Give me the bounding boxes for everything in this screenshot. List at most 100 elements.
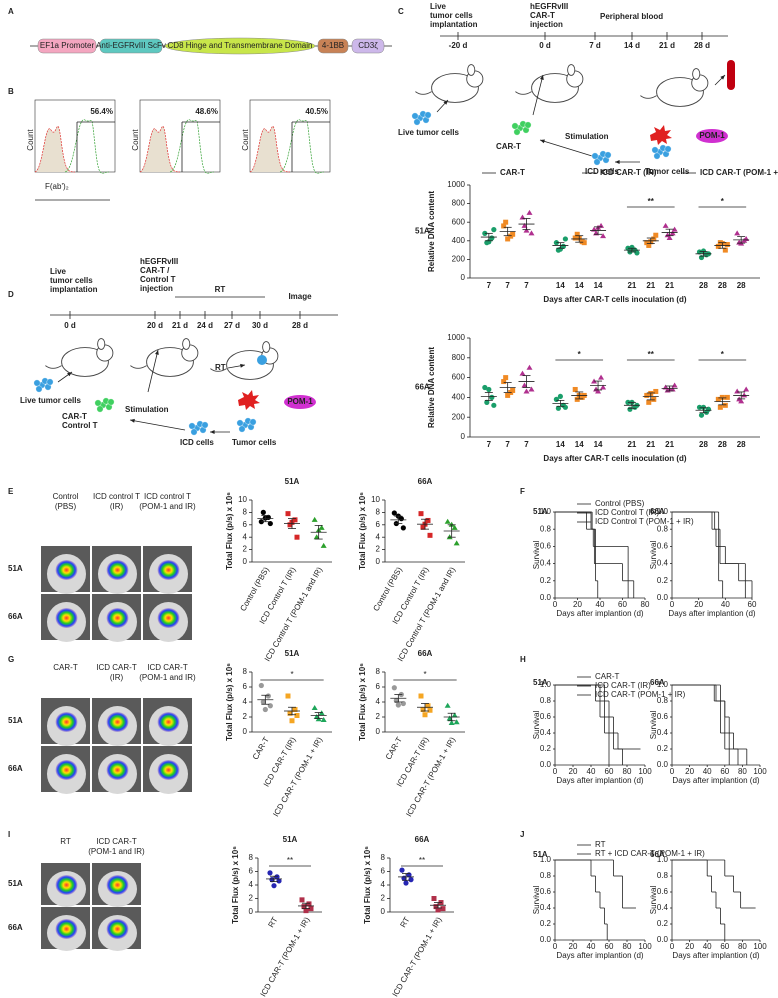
data-point [715,243,721,249]
data-point [510,231,516,237]
y-tick-label: 0.2 [657,576,669,585]
x-tick-label: 7 [505,281,510,290]
y-tick-label: 0.4 [657,728,669,737]
data-point [666,235,673,241]
y-tick-label: 0.2 [540,744,552,753]
y-axis-title: Total Flux (p/s) x 10⁶ [358,663,367,741]
x-tick-label: CAR-T [251,735,271,761]
percentage: 56.4% [90,107,113,116]
timeline-label: 24 d [197,321,213,330]
legend-label: CAR-T [500,168,525,177]
significance-label: ** [287,856,293,865]
x-tick-label: 20 [685,942,694,951]
construct-label: CD8 Hinge and Transmembrane Domain [168,41,313,50]
data-point [433,904,439,910]
chart-title: 51A [415,227,430,236]
row-label: 51A [8,879,23,888]
data-point [395,702,401,708]
x-tick-label: 28 [699,440,708,449]
y-tick-label: 6 [381,867,386,876]
y-axis-title: Survival [532,541,541,570]
data-point [600,384,607,390]
data-point [271,883,277,889]
y-tick-label: 0.8 [540,871,552,880]
arrow-head [615,160,620,164]
timeline-event: Control T [140,275,176,284]
data-point [453,719,460,725]
chart-title: 51A [533,850,548,859]
timeline-event: Peripheral blood [600,12,663,21]
data-point [260,509,266,515]
column-header: (POM-1 and IR) [139,502,196,511]
data-point [669,230,676,236]
x-tick-label: 28 [718,440,727,449]
data-point [698,412,705,418]
data-point [260,699,266,705]
x-axis-title: Days after implantion (d) [672,776,759,785]
y-axis-title: Survival [649,541,658,570]
y-tick-label: 2 [381,894,386,903]
data-point [696,249,703,255]
bli-signal [55,608,78,628]
x-tick-label: 20 [573,600,582,609]
x-tick-label: 80 [738,942,747,951]
x-tick-label: 14 [594,440,603,449]
pom-label: POM-1 [287,397,313,406]
x-tick-label: 7 [505,440,510,449]
legend-label: Control (PBS) [595,499,645,508]
arrow-head [210,430,215,434]
mouse-tail [415,91,432,95]
y-tick-label: 1000 [447,180,465,189]
y-tick-label: 0.0 [657,760,669,769]
arrow-head [67,372,72,377]
column-header: CAR-T [53,663,78,672]
data-point [651,236,657,242]
data-point [505,236,511,242]
cell-icon [107,398,115,406]
x-tick-label: RT + ICD CAR-T (POM-1 + IR) [249,915,312,998]
y-tick-label: 800 [452,353,466,362]
mouse-icon [515,64,584,103]
y-tick-label: 0.6 [657,887,669,896]
mouse-icon [210,341,279,380]
x-tick-label: ICD CAR-T (POM-1 + IR) [404,735,457,818]
mouse-icon [415,64,484,103]
x-tick-label: 0 [553,942,558,951]
y-tick-label: 0.0 [657,593,669,602]
diagram-label: Stimulation [565,132,609,141]
data-point [521,382,528,388]
data-point [391,685,397,691]
cell-icon [591,152,599,160]
panel-letter: G [8,655,14,664]
cell-icon [46,378,54,386]
arrow-head [130,418,135,423]
timeline-label: 21 d [172,321,188,330]
timeline-label: 28 d [292,321,308,330]
diagram-label: CAR-T [496,142,521,151]
data-point [562,404,568,410]
legend-label: RT [595,840,606,849]
data-point [501,223,507,229]
row-label: 51A [8,716,23,725]
y-tick-label: 0.2 [540,919,552,928]
y-axis-title: Survival [649,886,658,915]
timeline-event: Image [288,292,312,301]
cell-icon [664,145,672,153]
y-tick-label: 8 [381,853,386,862]
data-point [528,230,535,236]
chart-title: 66A [415,383,430,392]
panel-letter: D [8,290,14,299]
data-point [267,870,273,876]
bli-signal [55,560,78,580]
y-tick-label: 0.6 [657,712,669,721]
construct-label: 4-1BB [322,41,344,50]
data-point [448,720,455,725]
y-tick-label: 8 [376,508,381,517]
significance-label: ** [648,350,655,359]
data-point [311,705,318,710]
data-point [653,388,659,394]
y-tick-label: 0.0 [540,760,552,769]
y-tick-label: 0.6 [657,542,669,551]
y-tick-label: 4 [243,532,248,541]
x-tick-label: RT [398,915,411,929]
